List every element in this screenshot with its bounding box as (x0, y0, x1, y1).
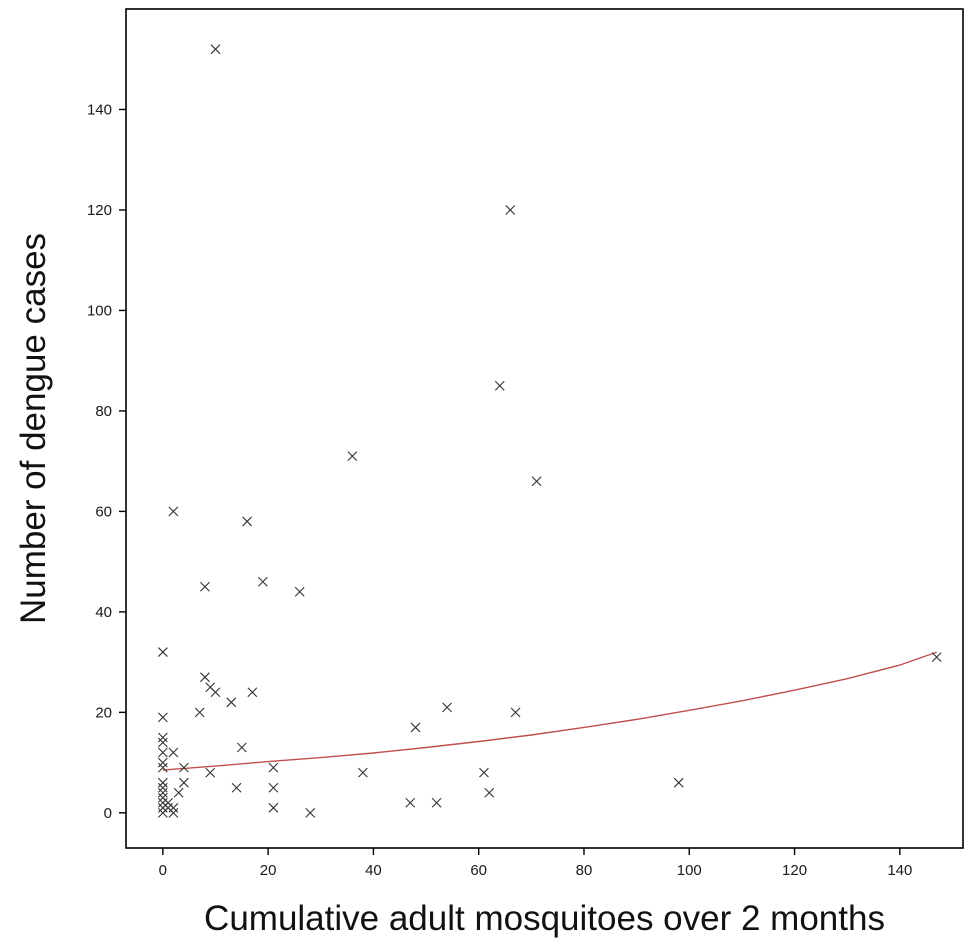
x-tick-label: 120 (782, 862, 807, 879)
data-point (268, 782, 279, 793)
y-axis-title: Number of dengue cases (14, 233, 53, 624)
data-point (931, 652, 942, 662)
data-point (357, 767, 368, 778)
data-point (157, 647, 168, 657)
data-point (410, 722, 421, 733)
x-tick-label: 40 (365, 862, 382, 879)
data-point (157, 712, 168, 723)
data-point (157, 747, 168, 758)
data-point (484, 787, 495, 798)
y-tick-label: 120 (87, 202, 112, 219)
x-tick-label: 0 (159, 862, 167, 879)
data-point (157, 777, 168, 788)
data-point (157, 807, 168, 818)
data-point (431, 797, 442, 808)
data-point (157, 802, 168, 813)
data-point (168, 807, 179, 818)
data-point (200, 672, 210, 683)
y-tick-label: 80 (95, 403, 112, 420)
data-point (247, 687, 258, 698)
data-point (510, 707, 521, 718)
y-tick-label: 60 (95, 503, 112, 520)
y-tick-label: 20 (95, 704, 112, 721)
data-point (505, 205, 516, 215)
data-point (257, 576, 268, 587)
data-point (210, 687, 221, 698)
trend-line-group (162, 651, 937, 771)
data-point (531, 476, 542, 487)
data-point (210, 44, 221, 55)
plot-frame (125, 8, 964, 849)
data-point (157, 782, 168, 793)
x-tick-label: 140 (887, 862, 912, 879)
data-point (168, 747, 179, 758)
data-point (242, 516, 252, 527)
trend-line (162, 651, 937, 771)
data-point (157, 762, 168, 773)
data-point (200, 581, 210, 592)
data-point (305, 807, 316, 818)
data-points-group (157, 44, 942, 818)
data-point (494, 380, 505, 391)
data-point (405, 797, 416, 808)
data-point (168, 506, 179, 517)
y-axis: 0 20 40 60 80 100 120 140 (87, 101, 126, 822)
y-tick-label: 140 (87, 101, 112, 118)
data-point (173, 787, 184, 798)
x-axis: 0 20 40 60 80 100 120 140 (159, 848, 912, 879)
data-point (179, 777, 189, 788)
data-point (179, 762, 189, 773)
data-point (294, 586, 305, 597)
data-point (205, 767, 216, 778)
x-axis-title: Cumulative adult mosquitoes over 2 month… (204, 899, 885, 938)
data-point (673, 777, 684, 788)
data-point (157, 787, 168, 798)
data-point (157, 757, 168, 768)
x-tick-label: 80 (576, 862, 593, 879)
data-point (479, 767, 489, 778)
data-point (194, 707, 205, 718)
y-tick-label: 100 (87, 302, 112, 319)
y-tick-label: 40 (95, 604, 112, 621)
x-tick-label: 100 (677, 862, 702, 879)
data-point (231, 782, 242, 793)
data-point (168, 802, 179, 813)
y-tick-label: 0 (104, 805, 112, 822)
data-point (347, 451, 358, 462)
data-point (157, 737, 168, 748)
x-tick-label: 60 (470, 862, 487, 879)
x-tick-label: 20 (260, 862, 277, 879)
data-point (157, 732, 168, 743)
data-point (268, 802, 279, 813)
data-point (268, 762, 279, 773)
data-point (226, 697, 237, 708)
plot-area (125, 8, 964, 849)
data-point (236, 742, 247, 753)
data-point (442, 702, 453, 713)
